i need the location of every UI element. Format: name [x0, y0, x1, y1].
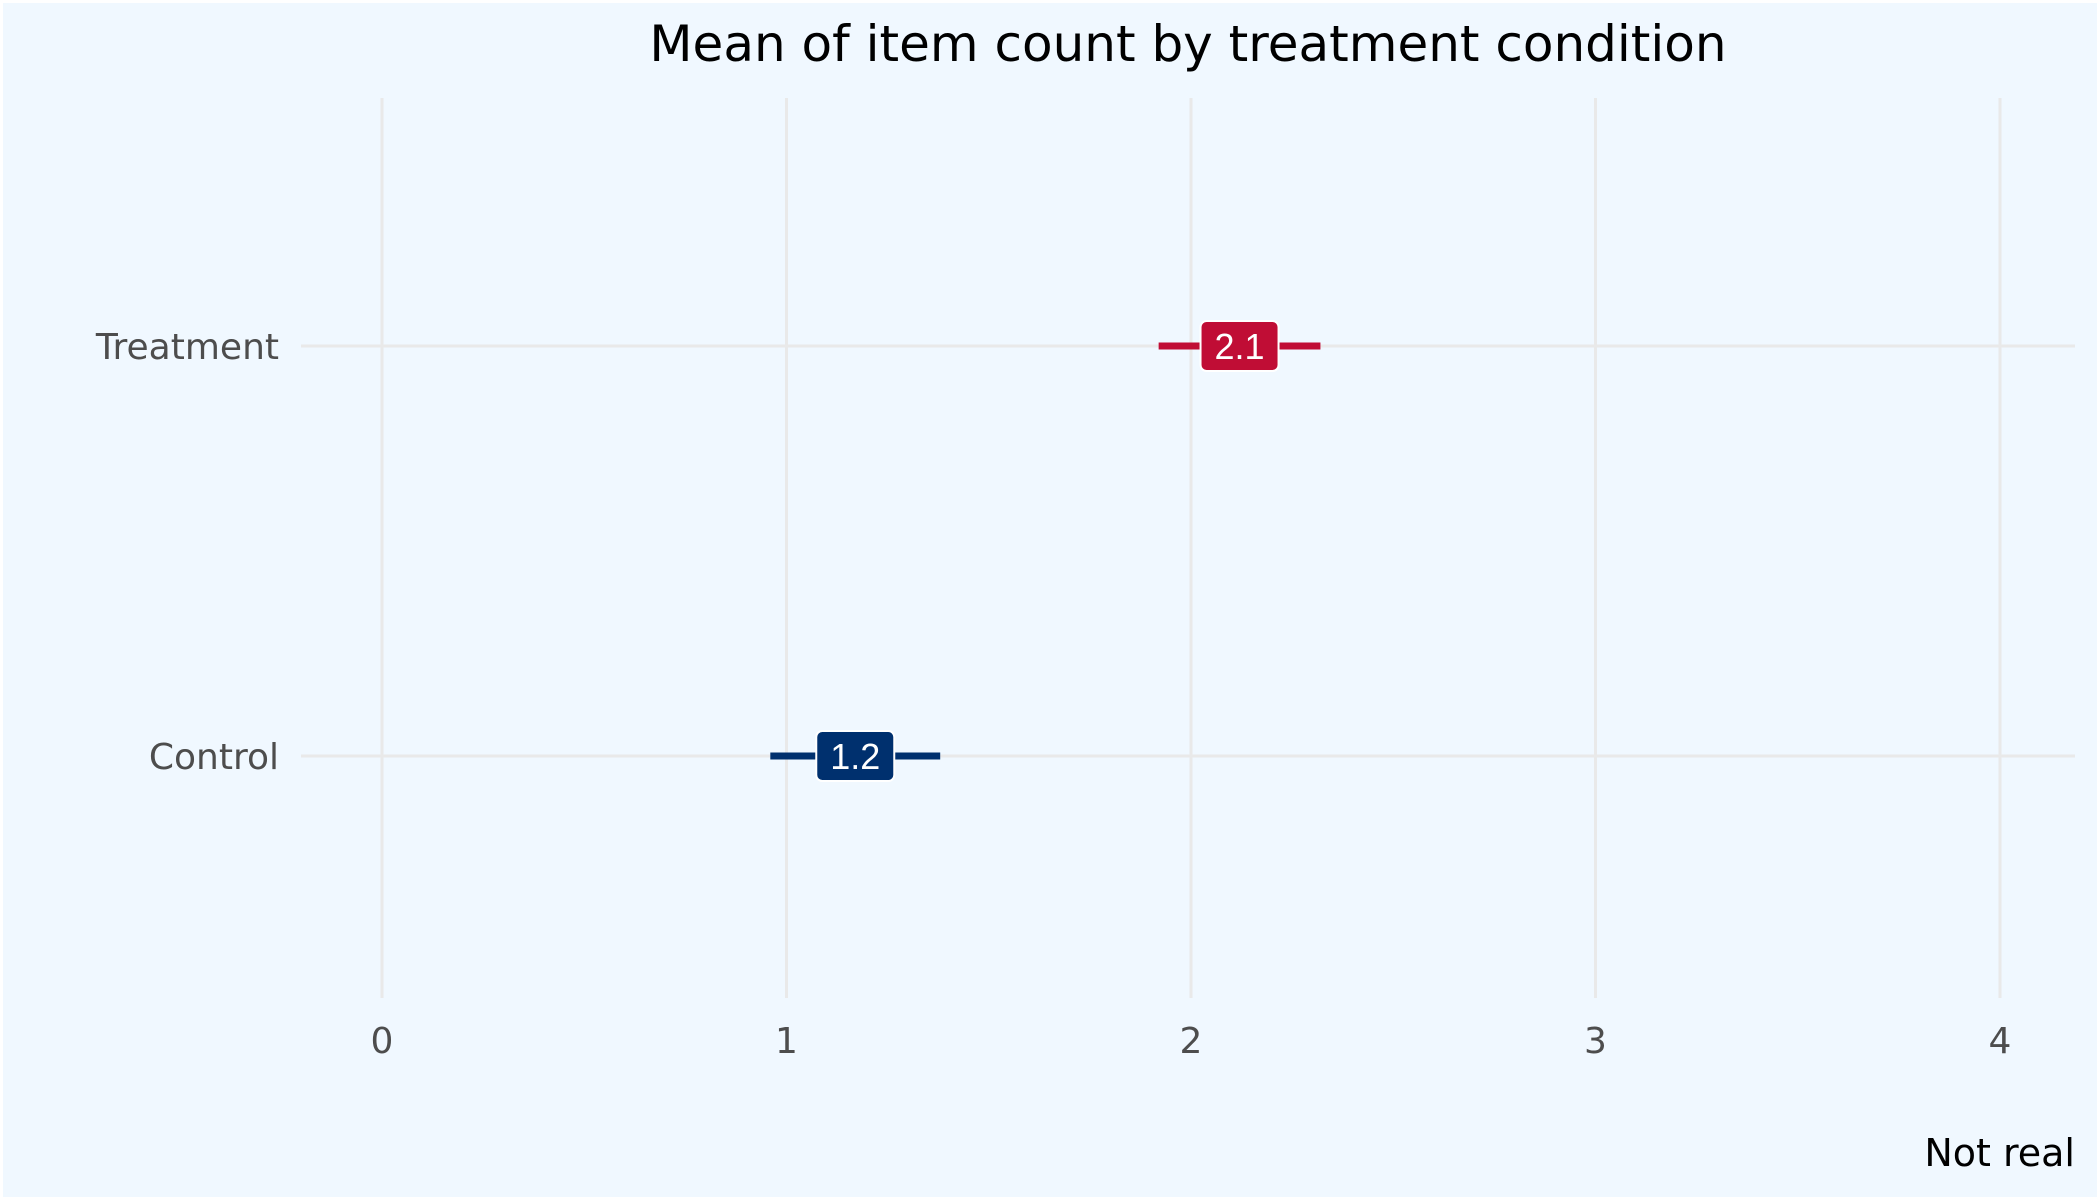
x-tick-label-1: 1 [775, 1021, 798, 1062]
errorbar-treatment: 2.1 [1158, 320, 1321, 372]
y-tick-labels: Control Treatment [95, 327, 279, 778]
data-marks: 1.2 2.1 [770, 320, 1321, 782]
x-tick-label-0: 0 [371, 1021, 394, 1062]
x-tick-labels: 0 1 2 3 4 [371, 1021, 2012, 1062]
grid-layer [301, 98, 2075, 998]
mean-label-control: 1.2 [830, 736, 880, 777]
x-tick-label-3: 3 [1584, 1021, 1607, 1062]
chart-caption: Not real [1924, 1131, 2075, 1175]
x-tick-label-4: 4 [1989, 1021, 2012, 1062]
chart-title: Mean of item count by treatment conditio… [649, 15, 1726, 73]
mean-label-box-control [815, 730, 896, 782]
mean-label-treatment: 2.1 [1215, 326, 1265, 367]
mean-label-box-treatment [1199, 320, 1280, 372]
y-tick-label-treatment: Treatment [95, 327, 279, 368]
errorbar-chart: Mean of item count by treatment conditio… [95, 15, 2075, 1175]
x-tick-label-2: 2 [1180, 1021, 1203, 1062]
y-tick-label-control: Control [149, 737, 279, 778]
errorbar-control: 1.2 [770, 730, 941, 782]
